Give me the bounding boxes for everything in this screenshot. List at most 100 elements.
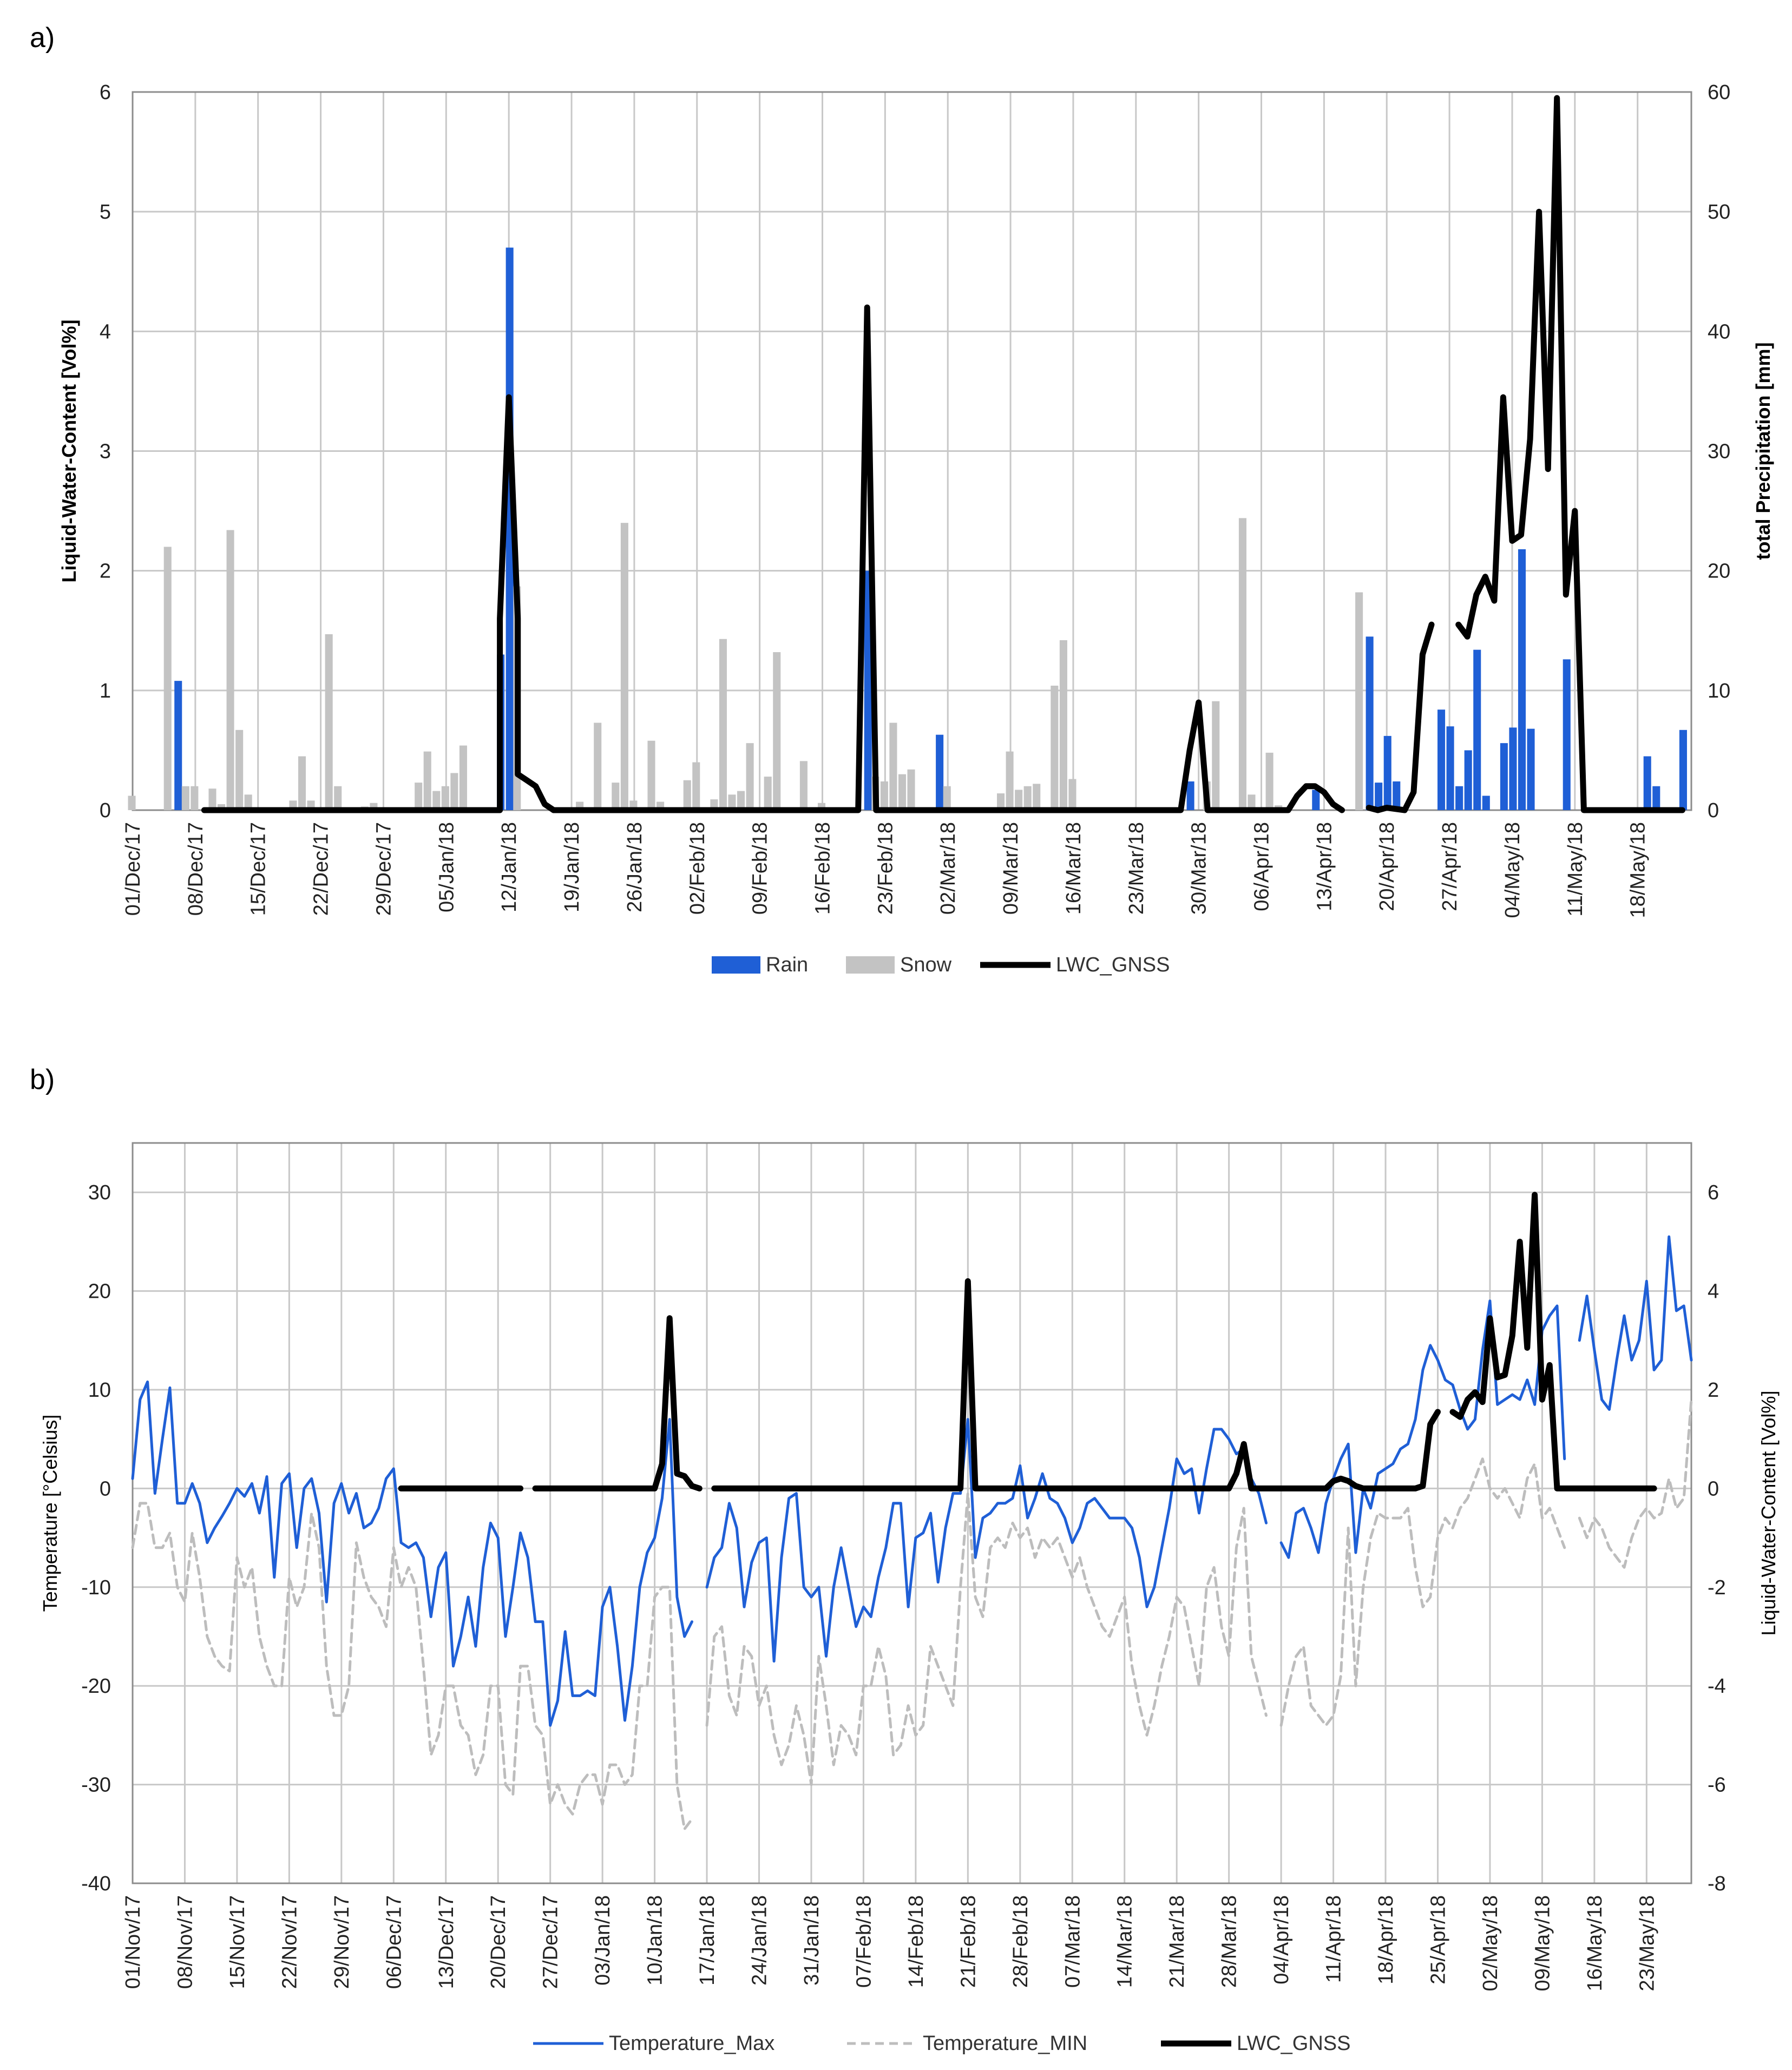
x-tick-label: 09/Mar/18 (1000, 822, 1022, 915)
y-left-tick-label: 10 (88, 1379, 111, 1402)
x-tick-label: 25/Apr/18 (1427, 1895, 1449, 1984)
y-left-tick-label: 0 (100, 1477, 111, 1500)
rain-bar (1383, 735, 1391, 810)
snow-bar (647, 740, 655, 810)
x-tick-label: 29/Dec/17 (372, 822, 395, 916)
y-right-tick-label: -2 (1708, 1576, 1726, 1599)
lwc-gnss-line (398, 1192, 1657, 1491)
temperature-min-segment (131, 1502, 693, 1831)
y-left-tick-label: -10 (81, 1576, 111, 1599)
x-tick-label: 04/Apr/18 (1270, 1895, 1293, 1984)
snow-bar (459, 745, 467, 810)
legend-label-lwc-gnss: LWC_GNSS (1056, 954, 1170, 976)
chart-b: -40-30-20-100102030-8-6-4-2024601/Nov/17… (39, 1142, 1780, 2055)
y-left-tick-label: -30 (81, 1774, 111, 1797)
rain-bar (1518, 549, 1526, 810)
snow-bar (620, 523, 628, 810)
x-tick-label: 10/Jan/18 (644, 1895, 667, 1986)
y-left-tick-label: 3 (100, 441, 111, 463)
x-tick-label: 12/Jan/18 (498, 822, 521, 912)
rain-bar (1446, 726, 1454, 810)
rain-bar (1437, 709, 1446, 810)
rain-bar (174, 681, 182, 810)
y-right-tick-label: 0 (1708, 1477, 1719, 1500)
lwc-gnss-segment (711, 1278, 1441, 1491)
snow-bar (218, 804, 226, 810)
rain-bar (1643, 756, 1651, 810)
x-tick-label: 16/Mar/18 (1062, 822, 1085, 915)
x-tick-label: 08/Dec/17 (185, 822, 207, 916)
snow-bar (1006, 751, 1014, 810)
snow-bar (432, 791, 441, 810)
x-tick-label: 08/Nov/17 (174, 1895, 196, 1989)
x-tick-label: 04/May/18 (1501, 822, 1524, 918)
lwc-gnss-segment (532, 1315, 703, 1491)
snow-bar (334, 786, 342, 810)
x-tick-label: 30/Mar/18 (1188, 822, 1211, 915)
x-tick-label: 23/May/18 (1636, 1895, 1658, 1991)
snow-bar (1355, 592, 1363, 810)
legend: Temperature_Max Temperature_MIN LWC_GNSS (533, 2032, 1350, 2055)
snow-bar (1015, 790, 1023, 810)
x-tick-label: 13/Dec/17 (435, 1895, 458, 1989)
rain-bar (1482, 796, 1490, 810)
snow-bar (181, 786, 189, 810)
temperature-max-line (131, 1235, 1693, 1727)
snow-bar (612, 783, 620, 810)
rain-bar (1500, 743, 1508, 810)
panel-b-label: b) (30, 1064, 55, 1095)
snow-bar (799, 761, 808, 810)
snow-bar (898, 774, 907, 810)
rain-bar (1393, 781, 1401, 810)
x-tick-label: 09/Feb/18 (749, 822, 772, 915)
x-tick-label: 24/Jan/18 (749, 1895, 771, 1986)
y-left-axis-title: Liquid-Water-Content [Vol%] (58, 320, 80, 583)
legend-label-lwc-gnss: LWC_GNSS (1237, 2032, 1350, 2055)
snow-bar (415, 783, 423, 810)
rain-bar (1455, 786, 1463, 810)
x-tick-label: 23/Mar/18 (1125, 822, 1148, 915)
x-tick-label: 17/Jan/18 (696, 1895, 719, 1986)
y-left-tick-label: 2 (100, 560, 111, 583)
x-tick-label: 15/Dec/17 (247, 822, 270, 916)
temperature-min-segment (1279, 1457, 1566, 1727)
x-tick-label: 16/Feb/18 (811, 822, 834, 915)
y-left-tick-label: -20 (81, 1675, 111, 1698)
snow-bar (1051, 685, 1059, 810)
y-left-tick-label: 20 (88, 1280, 111, 1303)
y-left-tick-label: 4 (100, 320, 111, 343)
y-right-tick-label: 40 (1708, 320, 1730, 343)
rain-bar (1375, 783, 1383, 810)
temperature-max-segment (705, 1418, 1268, 1663)
y-left-axis-title: Temperature [°Celsius] (39, 1415, 61, 1612)
x-tick-label: 29/Nov/17 (331, 1895, 353, 1989)
rain-bar (1652, 786, 1660, 810)
temperature-max-segment (1578, 1235, 1693, 1411)
x-tick-label: 21/Mar/18 (1166, 1895, 1189, 1988)
snow-bar (943, 786, 951, 810)
rain-bar (864, 570, 872, 810)
temperature-min-segment (1578, 1398, 1693, 1569)
x-tick-label: 23/Feb/18 (874, 822, 897, 915)
x-tick-label: 11/Apr/18 (1323, 1895, 1345, 1983)
rain-bar (936, 734, 944, 810)
snow-bar (889, 722, 897, 810)
y-right-tick-label: 4 (1708, 1280, 1719, 1303)
y-right-tick-label: 60 (1708, 81, 1730, 104)
x-tick-label: 06/Apr/18 (1251, 822, 1274, 911)
x-tick-label: 20/Dec/17 (487, 1895, 510, 1989)
x-tick-label: 28/Feb/18 (1009, 1895, 1032, 1988)
y-left-tick-label: 30 (88, 1181, 111, 1204)
x-tick-label: 19/Jan/18 (561, 822, 583, 912)
snow-bar (907, 769, 915, 810)
x-tick-label: 02/Mar/18 (937, 822, 960, 915)
rain-bar (1527, 728, 1535, 810)
x-tick-label: 01/Dec/17 (122, 822, 145, 916)
x-tick-label: 20/Apr/18 (1376, 822, 1399, 911)
snow-bar (235, 730, 244, 810)
legend-swatch-snow (846, 956, 895, 974)
x-tick-label: 03/Jan/18 (592, 1895, 614, 1986)
rain-bar (1464, 750, 1472, 810)
